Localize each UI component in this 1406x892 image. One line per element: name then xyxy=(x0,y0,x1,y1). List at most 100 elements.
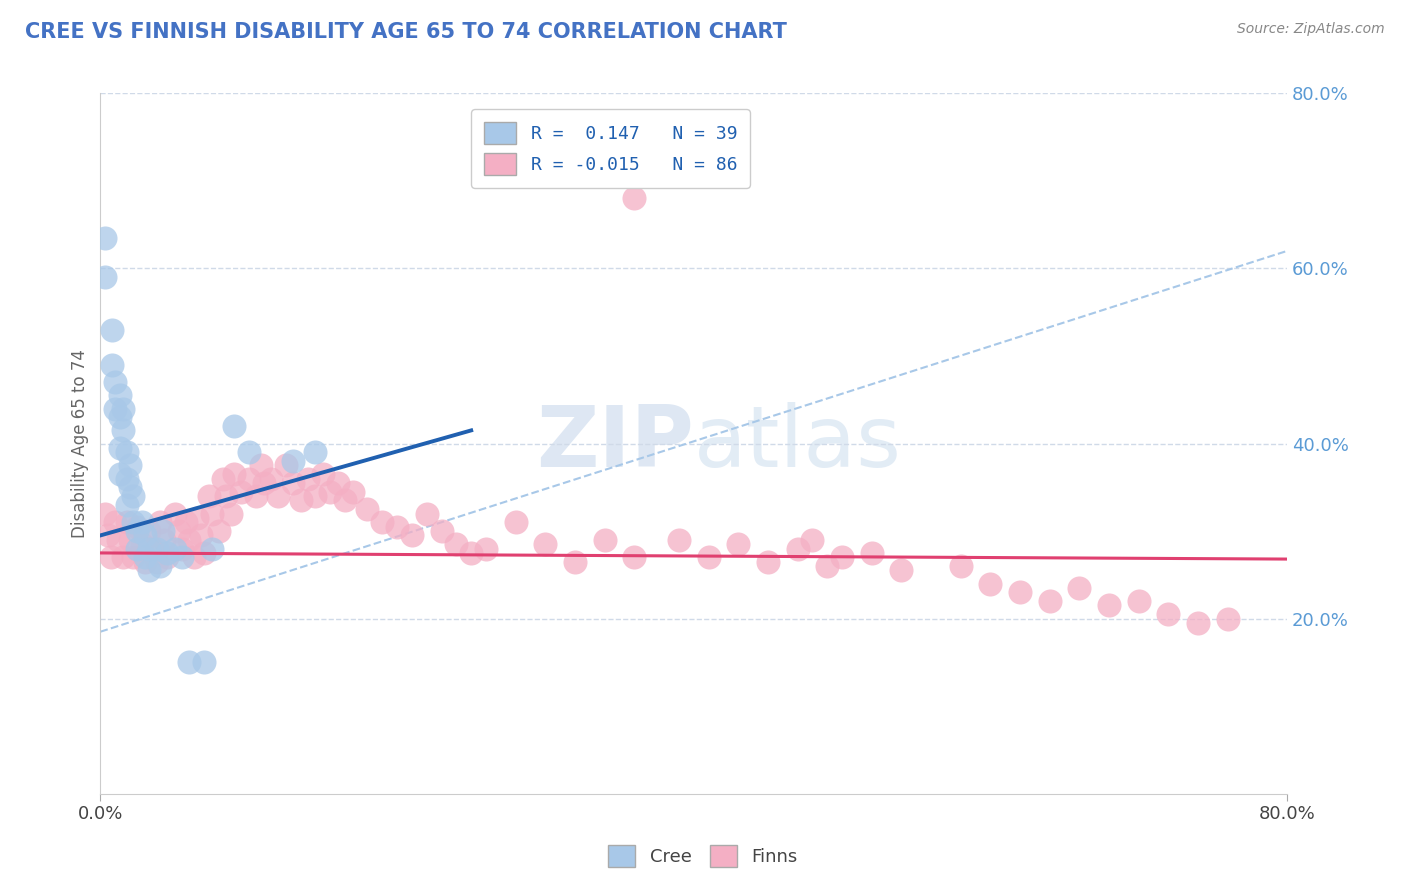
Point xyxy=(170,541,193,556)
Point xyxy=(668,533,690,547)
Point xyxy=(222,467,245,482)
Point xyxy=(115,498,138,512)
Point xyxy=(208,524,231,538)
Point xyxy=(115,471,138,485)
Point xyxy=(274,458,297,473)
Point xyxy=(138,564,160,578)
Point xyxy=(122,516,145,530)
Point xyxy=(333,493,356,508)
Point xyxy=(385,519,408,533)
Point xyxy=(118,458,141,473)
Point xyxy=(231,484,253,499)
Point xyxy=(283,475,305,490)
Point xyxy=(101,358,124,372)
Point xyxy=(190,528,212,542)
Point xyxy=(238,471,260,485)
Point xyxy=(801,533,824,547)
Point xyxy=(219,507,242,521)
Point xyxy=(1128,594,1150,608)
Point xyxy=(156,550,179,565)
Point xyxy=(94,270,117,285)
Y-axis label: Disability Age 65 to 74: Disability Age 65 to 74 xyxy=(72,349,89,538)
Point xyxy=(756,555,779,569)
Point xyxy=(815,559,838,574)
Point xyxy=(170,550,193,565)
Point xyxy=(283,454,305,468)
Point xyxy=(118,480,141,494)
Point xyxy=(1069,581,1091,595)
Point xyxy=(153,533,176,547)
Point xyxy=(122,550,145,565)
Point xyxy=(201,541,224,556)
Point xyxy=(176,516,198,530)
Point xyxy=(201,507,224,521)
Text: Source: ZipAtlas.com: Source: ZipAtlas.com xyxy=(1237,22,1385,37)
Point xyxy=(163,507,186,521)
Point xyxy=(505,516,527,530)
Point xyxy=(430,524,453,538)
Point xyxy=(697,550,720,565)
Point xyxy=(831,550,853,565)
Point xyxy=(131,537,153,551)
Point xyxy=(152,524,174,538)
Point xyxy=(97,528,120,542)
Point xyxy=(111,401,134,416)
Point xyxy=(138,524,160,538)
Point xyxy=(108,410,131,425)
Point xyxy=(127,541,149,556)
Point xyxy=(319,484,342,499)
Point xyxy=(860,546,883,560)
Point xyxy=(138,541,160,556)
Point xyxy=(145,541,167,556)
Text: atlas: atlas xyxy=(693,402,901,485)
Point xyxy=(104,376,127,390)
Point xyxy=(134,555,156,569)
Point xyxy=(134,528,156,542)
Point xyxy=(104,516,127,530)
Point xyxy=(131,516,153,530)
Point xyxy=(564,555,586,569)
Point xyxy=(197,489,219,503)
Point xyxy=(141,541,163,556)
Point xyxy=(115,445,138,459)
Point xyxy=(290,493,312,508)
Point xyxy=(186,511,208,525)
Point xyxy=(1039,594,1062,608)
Point xyxy=(979,576,1001,591)
Point xyxy=(371,516,394,530)
Text: CREE VS FINNISH DISABILITY AGE 65 TO 74 CORRELATION CHART: CREE VS FINNISH DISABILITY AGE 65 TO 74 … xyxy=(25,22,787,42)
Point xyxy=(326,475,349,490)
Point xyxy=(115,516,138,530)
Point xyxy=(108,467,131,482)
Point xyxy=(249,458,271,473)
Point xyxy=(593,533,616,547)
Point xyxy=(297,471,319,485)
Point xyxy=(460,546,482,560)
Point xyxy=(727,537,749,551)
Point xyxy=(401,528,423,542)
Point xyxy=(94,507,117,521)
Point xyxy=(260,471,283,485)
Point xyxy=(94,231,117,245)
Point xyxy=(245,489,267,503)
Point xyxy=(156,546,179,560)
Point xyxy=(145,555,167,569)
Point xyxy=(179,656,201,670)
Legend: R =  0.147   N = 39, R = -0.015   N = 86: R = 0.147 N = 39, R = -0.015 N = 86 xyxy=(471,110,749,187)
Point xyxy=(238,445,260,459)
Point xyxy=(786,541,808,556)
Point xyxy=(193,546,215,560)
Point xyxy=(118,533,141,547)
Point xyxy=(342,484,364,499)
Point xyxy=(183,550,205,565)
Point xyxy=(1010,585,1032,599)
Point xyxy=(949,559,972,574)
Point xyxy=(212,471,235,485)
Point xyxy=(111,423,134,437)
Point xyxy=(111,550,134,565)
Point xyxy=(108,441,131,455)
Point xyxy=(1216,611,1239,625)
Point xyxy=(222,419,245,434)
Point xyxy=(890,564,912,578)
Point xyxy=(107,533,129,547)
